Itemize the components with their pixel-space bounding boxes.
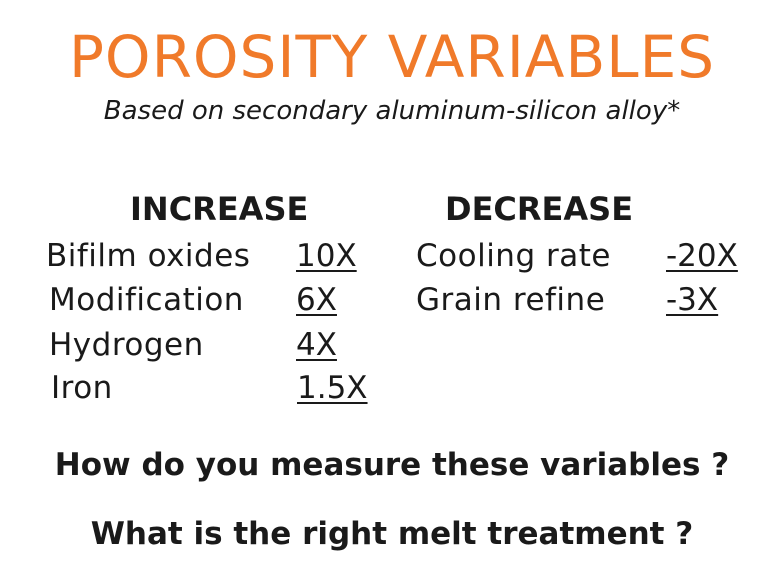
question-measure: How do you measure these variables ? xyxy=(54,447,730,483)
decrease-row-value: -3X xyxy=(666,282,719,318)
increase-row-value: 1.5X xyxy=(297,370,368,406)
decrease-heading: DECREASE xyxy=(445,190,634,228)
page-title: POROSITY VARIABLES xyxy=(68,23,716,91)
page-subtitle: Based on secondary aluminum-silicon allo… xyxy=(103,96,681,126)
increase-row-value: 10X xyxy=(296,238,357,274)
increase-row-label: Bifilm oxides xyxy=(46,238,251,274)
question-treatment: What is the right melt treatment ? xyxy=(90,516,694,552)
increase-row-label: Hydrogen xyxy=(49,327,204,363)
decrease-row-value: -20X xyxy=(666,238,738,274)
decrease-row-label: Cooling rate xyxy=(416,238,611,274)
increase-row-value: 4X xyxy=(296,327,337,363)
decrease-row-label: Grain refine xyxy=(416,282,606,318)
increase-heading: INCREASE xyxy=(130,190,309,228)
increase-row-label: Iron xyxy=(51,370,113,406)
increase-row-label: Modification xyxy=(49,282,244,318)
increase-row-value: 6X xyxy=(296,282,337,318)
